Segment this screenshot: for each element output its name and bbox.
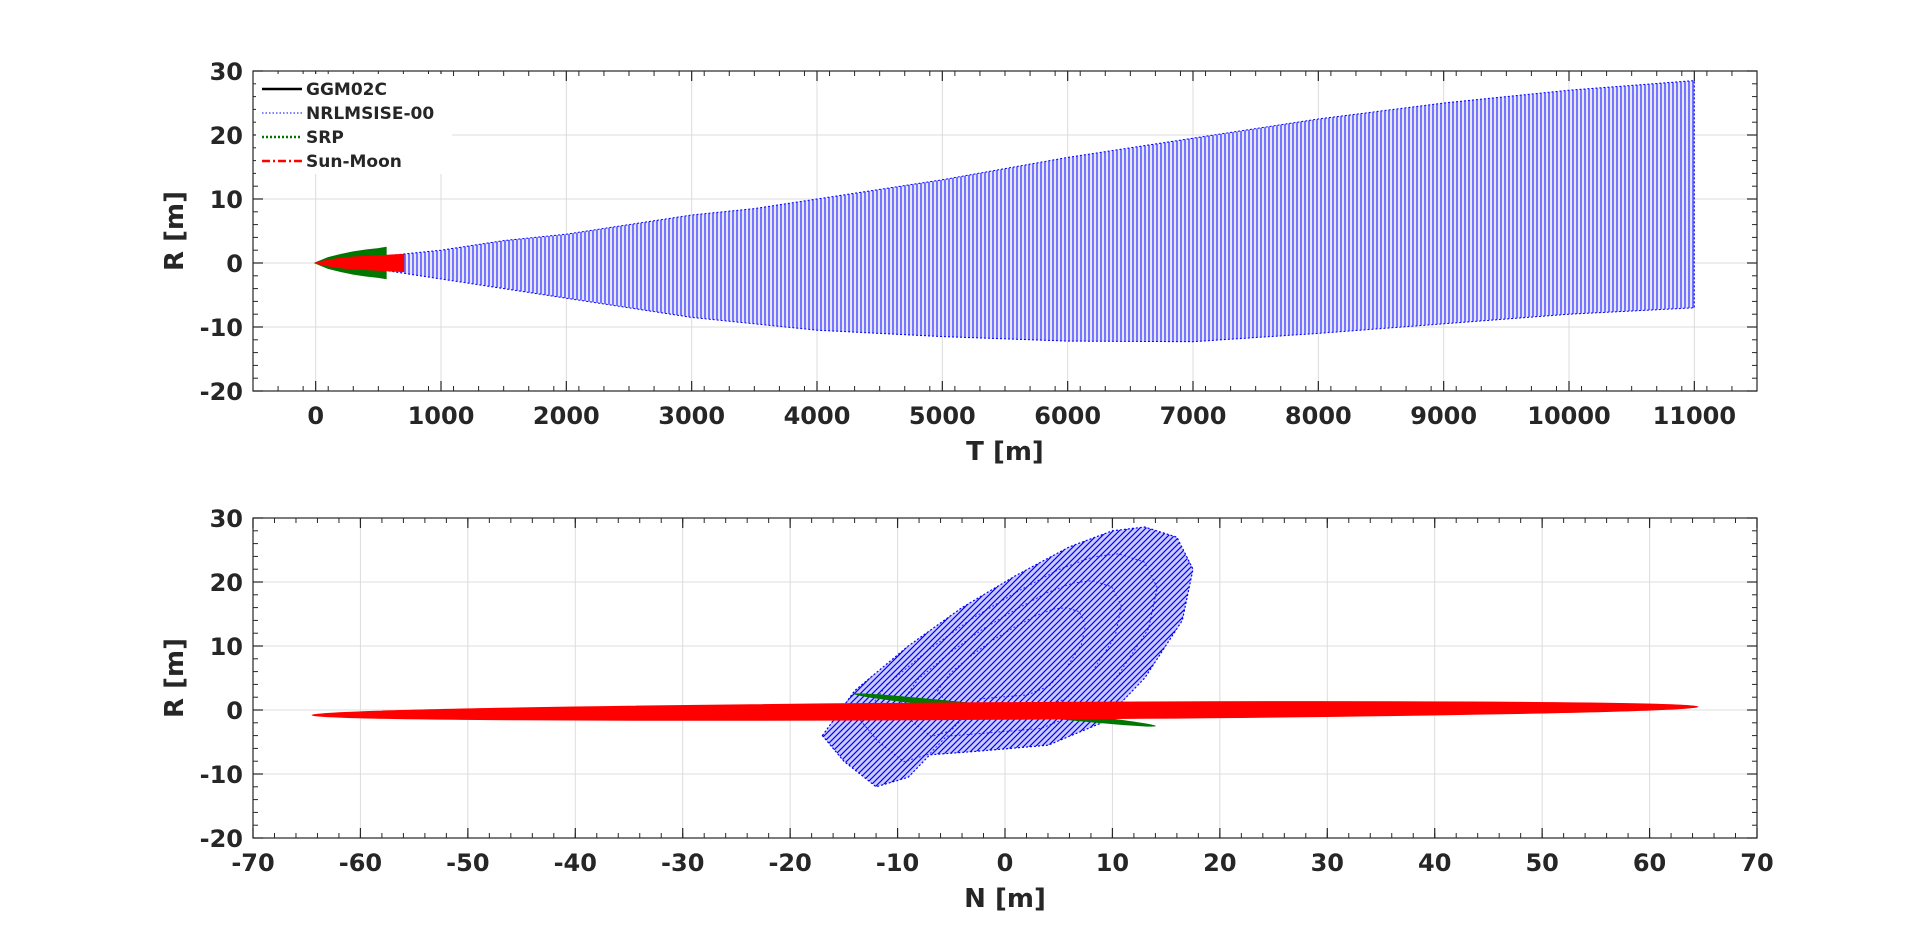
- legend-label-ggm02c: GGM02C: [306, 80, 387, 100]
- x-tick-label: 0: [307, 402, 324, 430]
- x-tick-label: -30: [661, 849, 704, 877]
- series-nrlmsise-00-ring: [936, 607, 1087, 713]
- legend-label-sun-moon: Sun-Moon: [306, 152, 402, 172]
- x-tick-label: 50: [1525, 849, 1558, 877]
- series-sun-moon-band: [315, 253, 405, 273]
- ticks-top: 0 1000 2000 3000 4000 5000 6000 7000 8000 9000 100…: [200, 58, 1758, 430]
- ticks-bottom: -70 -60 -50 -40 -30 -20 -10 0 10 20 30 40 50 60 70 -20 -…: [200, 505, 1774, 877]
- x-tick-label: 30: [1311, 849, 1344, 877]
- x-tick-label: 3000: [658, 402, 725, 430]
- x-tick-label: -50: [446, 849, 489, 877]
- y-tick-label: 0: [226, 697, 243, 725]
- y-tick-label: -20: [200, 378, 243, 406]
- series-nrlmsise-00-band: [315, 80, 1695, 343]
- x-tick-label: 2000: [533, 402, 600, 430]
- x-tick-label: 1000: [408, 402, 475, 430]
- x-tick-label: -60: [339, 849, 382, 877]
- y-tick-label: 20: [210, 569, 243, 597]
- legend-box: [256, 74, 452, 174]
- y-tick-label: -10: [200, 761, 243, 789]
- x-tick-label: 60: [1633, 849, 1666, 877]
- x-tick-label: 9000: [1410, 402, 1477, 430]
- x-tick-label: 11000: [1653, 402, 1737, 430]
- legend-label-srp: SRP: [306, 128, 344, 148]
- x-tick-label: 10: [1096, 849, 1129, 877]
- x-axis-label-top: T [m]: [966, 437, 1044, 467]
- legend-label-nrlmsise: NRLMSISE-00: [306, 104, 434, 124]
- y-tick-label: 10: [210, 633, 243, 661]
- x-tick-label: 4000: [784, 402, 851, 430]
- x-tick-label: 10000: [1527, 402, 1611, 430]
- y-tick-label: 10: [210, 186, 243, 214]
- x-tick-label: 40: [1418, 849, 1451, 877]
- y-tick-label: 30: [210, 58, 243, 86]
- y-tick-label: -10: [200, 314, 243, 342]
- y-tick-label: 20: [210, 122, 243, 150]
- chart-bottom: -70 -60 -50 -40 -30 -20 -10 0 10 20 30 40 50 60 70 -20 -…: [160, 505, 1774, 914]
- x-tick-label: 70: [1740, 849, 1773, 877]
- series-nrlmsise-00-ring: [860, 553, 1158, 763]
- x-tick-label: -20: [768, 849, 811, 877]
- marks-bottom: [311, 526, 1699, 788]
- x-tick-label: 8000: [1285, 402, 1352, 430]
- x-tick-label: -10: [876, 849, 919, 877]
- x-tick-label: -40: [554, 849, 597, 877]
- x-tick-label: 6000: [1034, 402, 1101, 430]
- x-axis-label-bottom: N [m]: [964, 884, 1046, 914]
- y-tick-label: 0: [226, 250, 243, 278]
- y-axis-label-top: R [m]: [160, 191, 190, 271]
- series-sun-moon-ellipse: [311, 701, 1699, 721]
- series-nrlmsise-00-ring: [898, 580, 1122, 738]
- x-tick-label: 0: [997, 849, 1014, 877]
- x-tick-label: -70: [231, 849, 274, 877]
- x-tick-label: 7000: [1160, 402, 1227, 430]
- y-tick-label: -20: [200, 825, 243, 853]
- x-tick-label: 5000: [909, 402, 976, 430]
- chart-top: 0 1000 2000 3000 4000 5000 6000 7000 8000 9000 100…: [160, 58, 1758, 467]
- y-axis-label-bottom: R [m]: [160, 638, 190, 718]
- marks-top: [313, 80, 1695, 343]
- y-tick-label: 30: [210, 505, 243, 533]
- legend: GGM02C NRLMSISE-00 SRP Sun-Moon: [256, 74, 452, 174]
- x-tick-label: 20: [1203, 849, 1236, 877]
